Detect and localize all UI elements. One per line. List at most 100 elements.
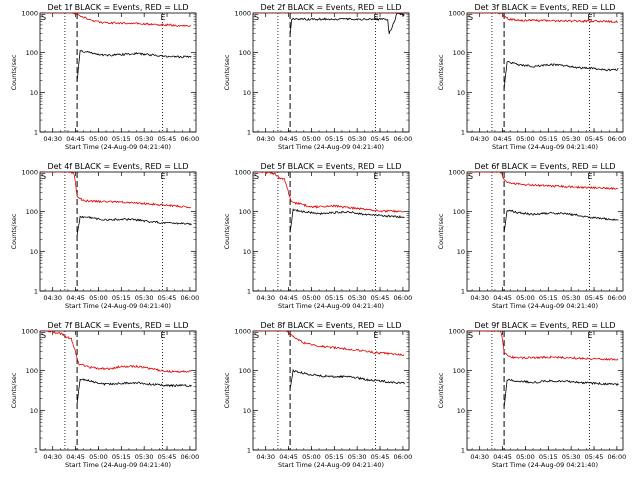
end-flag-label: E xyxy=(587,13,592,22)
lld-series-line xyxy=(253,172,405,213)
y-tick-label: 10 xyxy=(243,248,251,256)
y-tick-label: 100 xyxy=(453,367,465,375)
y-tick-label: 1 xyxy=(247,129,251,137)
x-tick-label: 05:00 xyxy=(516,294,535,302)
x-tick-label: 04:45 xyxy=(279,453,298,461)
x-tick-label: 05:30 xyxy=(135,135,154,143)
y-tick-label: 1 xyxy=(247,288,251,296)
x-tick-label: 05:45 xyxy=(158,294,177,302)
x-tick-label: 05:15 xyxy=(325,453,344,461)
x-tick-label: 04:30 xyxy=(470,453,489,461)
x-axis-label: Start Time (24-Aug-09 04:21:40) xyxy=(278,143,384,151)
x-tick-label: 04:30 xyxy=(256,135,275,143)
x-tick-label: 04:30 xyxy=(43,294,62,302)
panel-title: Det 4f BLACK = Events, RED = LLD xyxy=(47,162,188,171)
y-tick-label: 1000 xyxy=(21,328,38,336)
y-tick-label: 1000 xyxy=(234,10,251,18)
y-axis-label: Counts/sec xyxy=(437,54,445,90)
x-tick-label: 05:15 xyxy=(112,294,131,302)
detector-panel: Det 6f BLACK = Events, RED = LLD 04:30 04:… xyxy=(437,162,626,310)
x-axis-label: Start Time (24-Aug-09 04:21:40) xyxy=(278,302,384,310)
x-tick-label: 06:00 xyxy=(181,135,200,143)
detector-panel: Det 8f BLACK = Events, RED = LLD 04:30 04:… xyxy=(223,321,412,469)
plot-frame xyxy=(39,12,197,133)
detector-panel: Det 2f BLACK = Events, RED = LLD 04:30 04:… xyxy=(223,3,412,151)
y-tick-label: 100 xyxy=(453,49,465,57)
x-tick-label: 06:00 xyxy=(394,453,413,461)
x-tick-label: 05:45 xyxy=(371,294,390,302)
x-tick-label: 05:15 xyxy=(325,294,344,302)
events-series-line xyxy=(289,13,405,35)
x-tick-label: 05:15 xyxy=(539,453,558,461)
x-tick-label: 05:00 xyxy=(89,453,108,461)
end-flag-label: E xyxy=(160,172,165,181)
x-tick-label: 05:30 xyxy=(348,294,367,302)
y-tick-label: 10 xyxy=(243,407,251,415)
plot-frame xyxy=(252,330,410,451)
y-axis-label: Counts/sec xyxy=(437,213,445,249)
end-flag-label: E xyxy=(160,13,165,22)
x-tick-label: 05:30 xyxy=(135,453,154,461)
y-axis-label: Counts/sec xyxy=(437,372,445,408)
x-tick-label: 05:45 xyxy=(585,294,604,302)
x-tick-label: 05:00 xyxy=(302,135,321,143)
x-tick-label: 05:00 xyxy=(302,294,321,302)
y-tick-label: 1000 xyxy=(448,10,465,18)
y-tick-label: 1000 xyxy=(448,169,465,177)
panel-title: Det 5f BLACK = Events, RED = LLD xyxy=(260,162,401,171)
y-tick-label: 1 xyxy=(247,447,251,455)
x-tick-label: 05:15 xyxy=(539,135,558,143)
y-tick-label: 1000 xyxy=(234,328,251,336)
x-tick-label: 04:45 xyxy=(493,294,512,302)
plot-frame xyxy=(466,12,624,133)
x-tick-label: 05:30 xyxy=(562,453,581,461)
y-tick-label: 100 xyxy=(239,208,251,216)
events-series-line xyxy=(289,368,405,389)
x-tick-label: 06:00 xyxy=(608,453,627,461)
y-tick-label: 1 xyxy=(34,288,38,296)
x-axis-label: Start Time (24-Aug-09 04:21:40) xyxy=(278,461,384,469)
y-tick-label: 10 xyxy=(243,89,251,97)
x-tick-label: 06:00 xyxy=(394,294,413,302)
y-tick-label: 1000 xyxy=(234,169,251,177)
end-flag-label: E xyxy=(373,172,378,181)
lld-series-line xyxy=(467,13,618,23)
x-tick-label: 04:45 xyxy=(493,453,512,461)
plot-frame xyxy=(466,330,624,451)
y-tick-label: 10 xyxy=(457,248,465,256)
start-flag-label: S xyxy=(254,331,259,340)
end-flag-label: E xyxy=(587,172,592,181)
lld-series-line xyxy=(40,172,191,209)
x-tick-label: 05:15 xyxy=(539,294,558,302)
x-tick-label: 05:30 xyxy=(348,453,367,461)
x-axis-label: Start Time (24-Aug-09 04:21:40) xyxy=(492,461,598,469)
x-tick-label: 06:00 xyxy=(608,294,627,302)
end-flag-label: E xyxy=(587,331,592,340)
y-tick-label: 10 xyxy=(30,89,38,97)
x-axis-label: Start Time (24-Aug-09 04:21:40) xyxy=(492,302,598,310)
events-series-line xyxy=(503,60,619,90)
x-tick-label: 05:45 xyxy=(158,135,177,143)
x-tick-label: 05:45 xyxy=(585,135,604,143)
events-series-line xyxy=(76,215,192,236)
x-tick-label: 06:00 xyxy=(181,294,200,302)
x-tick-label: 05:30 xyxy=(562,294,581,302)
x-tick-label: 05:15 xyxy=(112,135,131,143)
lld-series-line xyxy=(253,331,405,357)
y-tick-label: 100 xyxy=(239,367,251,375)
y-axis-label: Counts/sec xyxy=(10,213,18,249)
y-tick-label: 1000 xyxy=(21,10,38,18)
x-axis-label: Start Time (24-Aug-09 04:21:40) xyxy=(65,302,171,310)
x-tick-label: 05:45 xyxy=(371,453,390,461)
y-tick-label: 1 xyxy=(34,129,38,137)
y-tick-label: 1000 xyxy=(448,328,465,336)
lld-series-line xyxy=(467,172,619,191)
start-flag-label: S xyxy=(254,172,259,181)
y-axis-label: Counts/sec xyxy=(223,54,231,90)
x-tick-label: 05:45 xyxy=(585,453,604,461)
detector-panel: Det 4f BLACK = Events, RED = LLD 04:30 04:… xyxy=(10,162,199,310)
detector-panel: Det 1f BLACK = Events, RED = LLD 04:30 04:… xyxy=(10,3,199,151)
x-tick-label: 04:30 xyxy=(43,453,62,461)
